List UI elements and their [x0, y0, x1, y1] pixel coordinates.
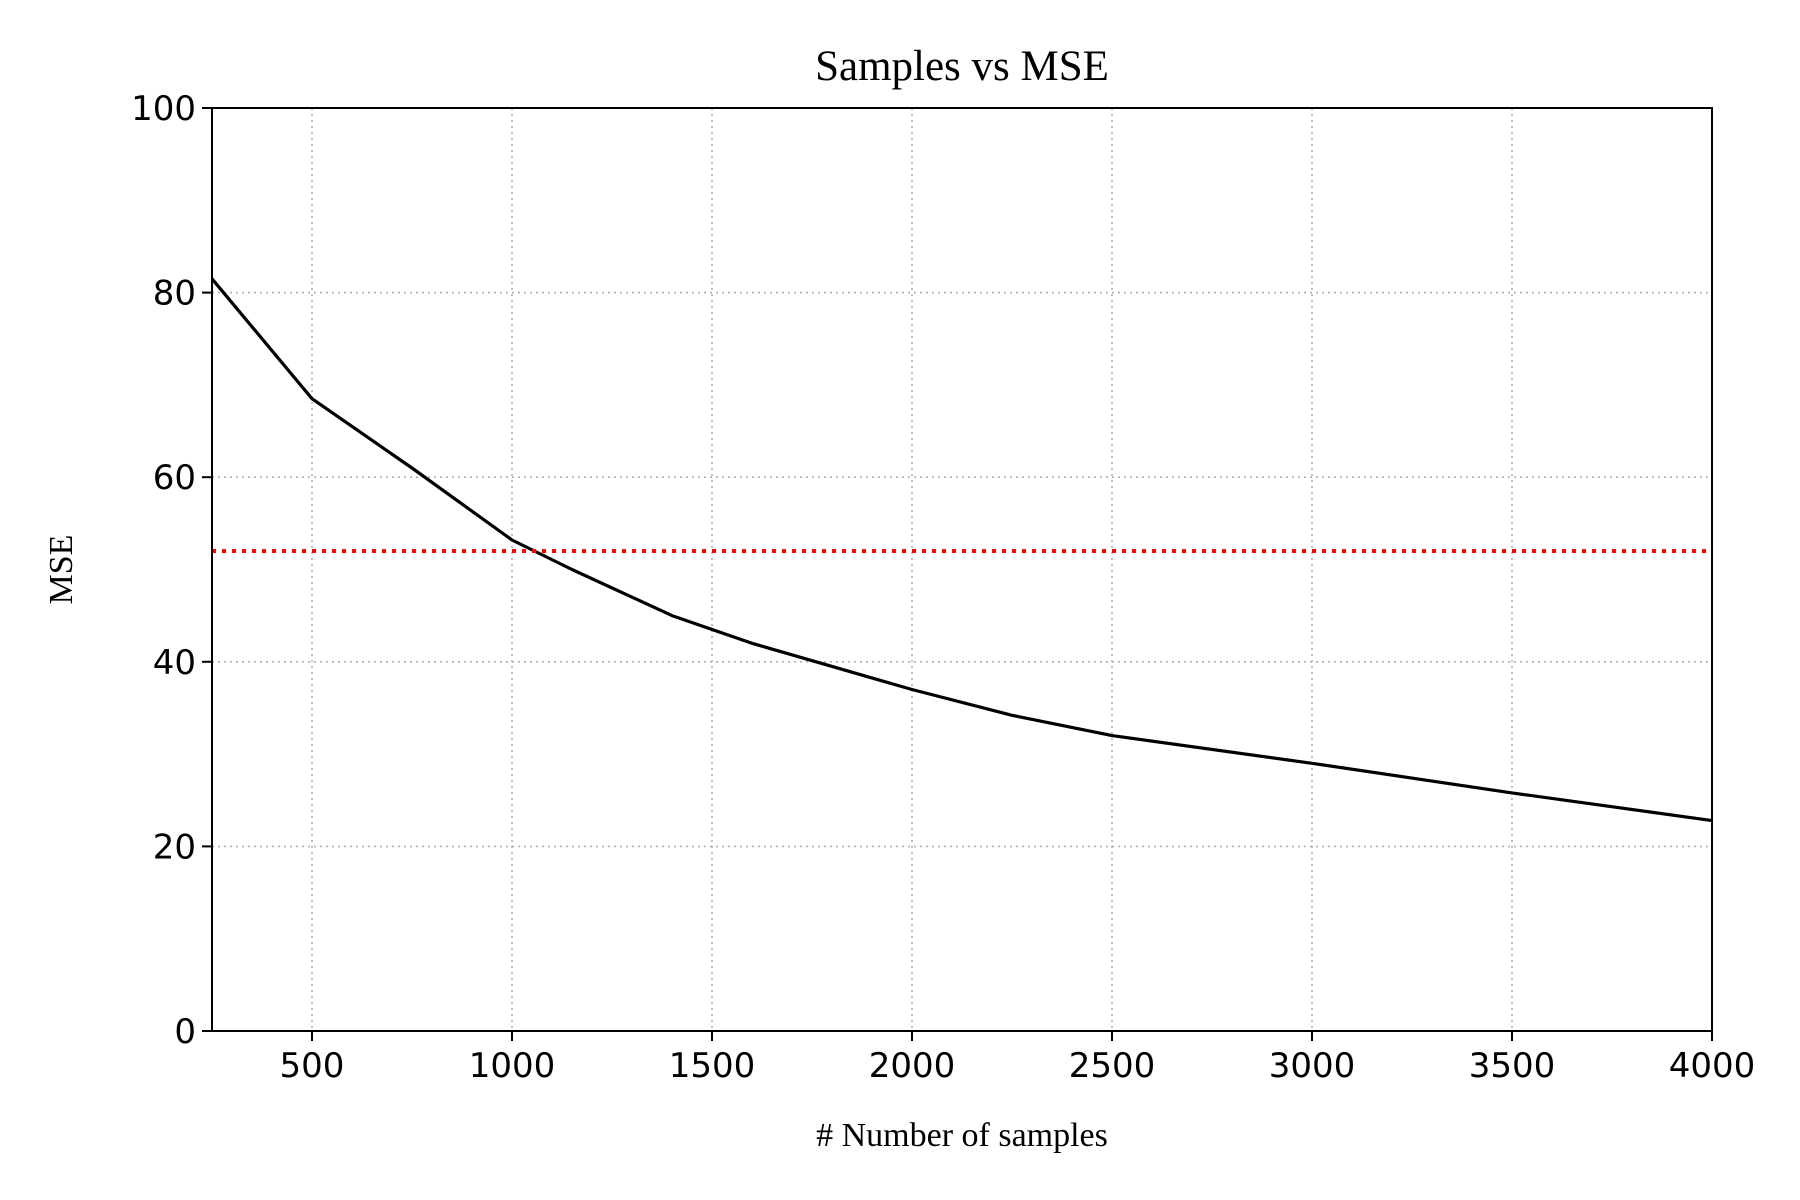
x-tick-label: 3000 [1269, 1046, 1356, 1086]
y-tick-label: 20 [153, 827, 196, 867]
x-tick-label: 2000 [869, 1046, 956, 1086]
plot-frame [211, 107, 1713, 1032]
x-tick-label: 3500 [1469, 1046, 1556, 1086]
y-axis-label: MSE [43, 535, 80, 605]
y-tick-label: 80 [153, 274, 196, 314]
y-tick-label: 40 [153, 643, 196, 683]
y-tick-label: 0 [174, 1012, 196, 1052]
x-tick-label: 500 [280, 1046, 345, 1086]
plot-series [210, 277, 1713, 823]
mse-line [210, 277, 1713, 823]
x-tick-label: 4000 [1669, 1046, 1756, 1086]
x-tick-label: 1000 [469, 1046, 556, 1086]
x-tick-label: 1500 [669, 1046, 756, 1086]
chart-title: Samples vs MSE [815, 43, 1109, 90]
x-axis-label: # Number of samples [816, 1117, 1108, 1154]
y-tick-label: 100 [131, 89, 196, 129]
x-tick-label: 2500 [1069, 1046, 1156, 1086]
gridlines [212, 108, 1713, 1031]
axis-ticks: 500 1000 1500 2000 2500 3000 3500 4000 0 20 40 60 80… [131, 89, 1755, 1086]
y-tick-label: 60 [153, 458, 196, 498]
